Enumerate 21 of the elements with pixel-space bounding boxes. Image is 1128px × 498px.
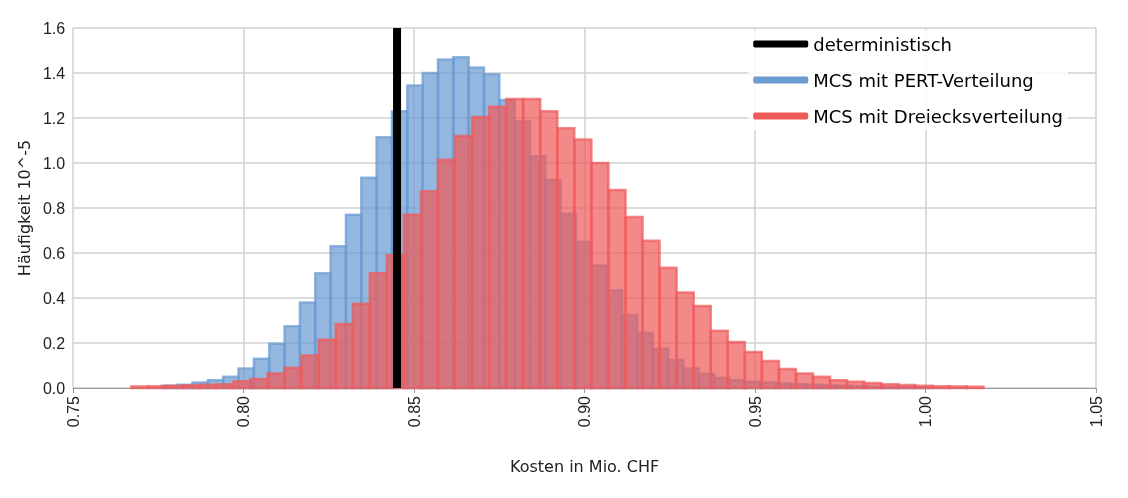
x-tick-label: 0.95 [746,395,764,428]
legend-label: MCS mit Dreiecksverteilung [813,105,1063,127]
y-tick-label: 0.8 [42,199,66,217]
y-tick-label: 0.2 [42,334,66,352]
x-tick-label: 0.90 [576,395,594,428]
x-axis-title: Kosten in Mio. CHF [509,456,660,476]
y-axis-title: Häufigkeit 10^-5 [14,139,34,277]
x-tick-label: 0.85 [405,395,423,428]
x-tick-label: 0.75 [64,395,82,428]
y-tick-label: 1.2 [42,109,66,127]
y-tick-label: 0.6 [42,244,66,262]
y-tick-label: 1.4 [42,64,66,82]
legend-label: MCS mit PERT-Verteilung [813,69,1034,91]
y-tick-label: 1.6 [42,19,66,37]
legend-label: deterministisch [813,33,952,55]
y-tick-label: 0.0 [42,379,66,397]
x-tick-label: 1.05 [1087,395,1105,428]
y-tick-label: 0.4 [42,289,66,307]
y-tick-label: 1.0 [42,154,66,172]
x-tick-label: 1.00 [917,395,935,428]
x-tick-label: 0.80 [235,395,253,428]
